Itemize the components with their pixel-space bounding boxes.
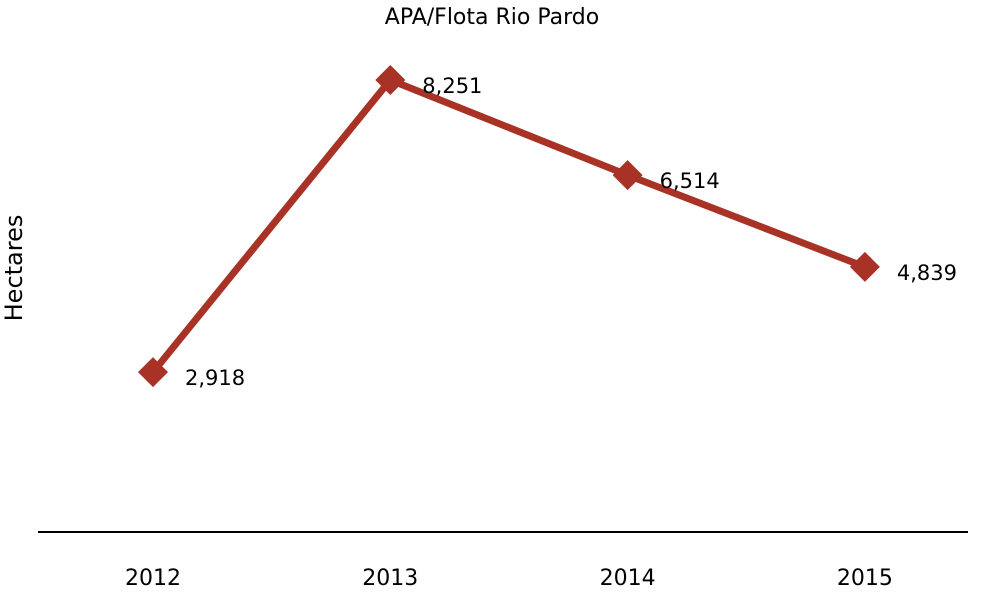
x-tick-label: 2012 — [125, 566, 181, 591]
chart-title: APA/Flota Rio Pardo — [385, 5, 599, 30]
data-label: 2,918 — [185, 366, 245, 390]
data-label: 6,514 — [660, 169, 720, 193]
data-label: 8,251 — [422, 74, 482, 98]
y-axis-label: Hectares — [0, 215, 28, 322]
data-point-marker — [612, 160, 643, 191]
data-label: 4,839 — [897, 261, 957, 285]
series-group: 2,918 8,251 6,514 4,839 — [138, 65, 957, 390]
x-tick-label: 2015 — [837, 566, 893, 591]
x-tick-labels: 2012 2013 2014 2015 — [125, 566, 893, 591]
data-point-marker — [375, 65, 406, 95]
x-tick-label: 2013 — [362, 566, 418, 591]
series-line — [150, 75, 867, 375]
data-point-marker — [138, 357, 168, 388]
data-point-marker — [849, 251, 880, 282]
x-tick-label: 2014 — [600, 566, 656, 591]
